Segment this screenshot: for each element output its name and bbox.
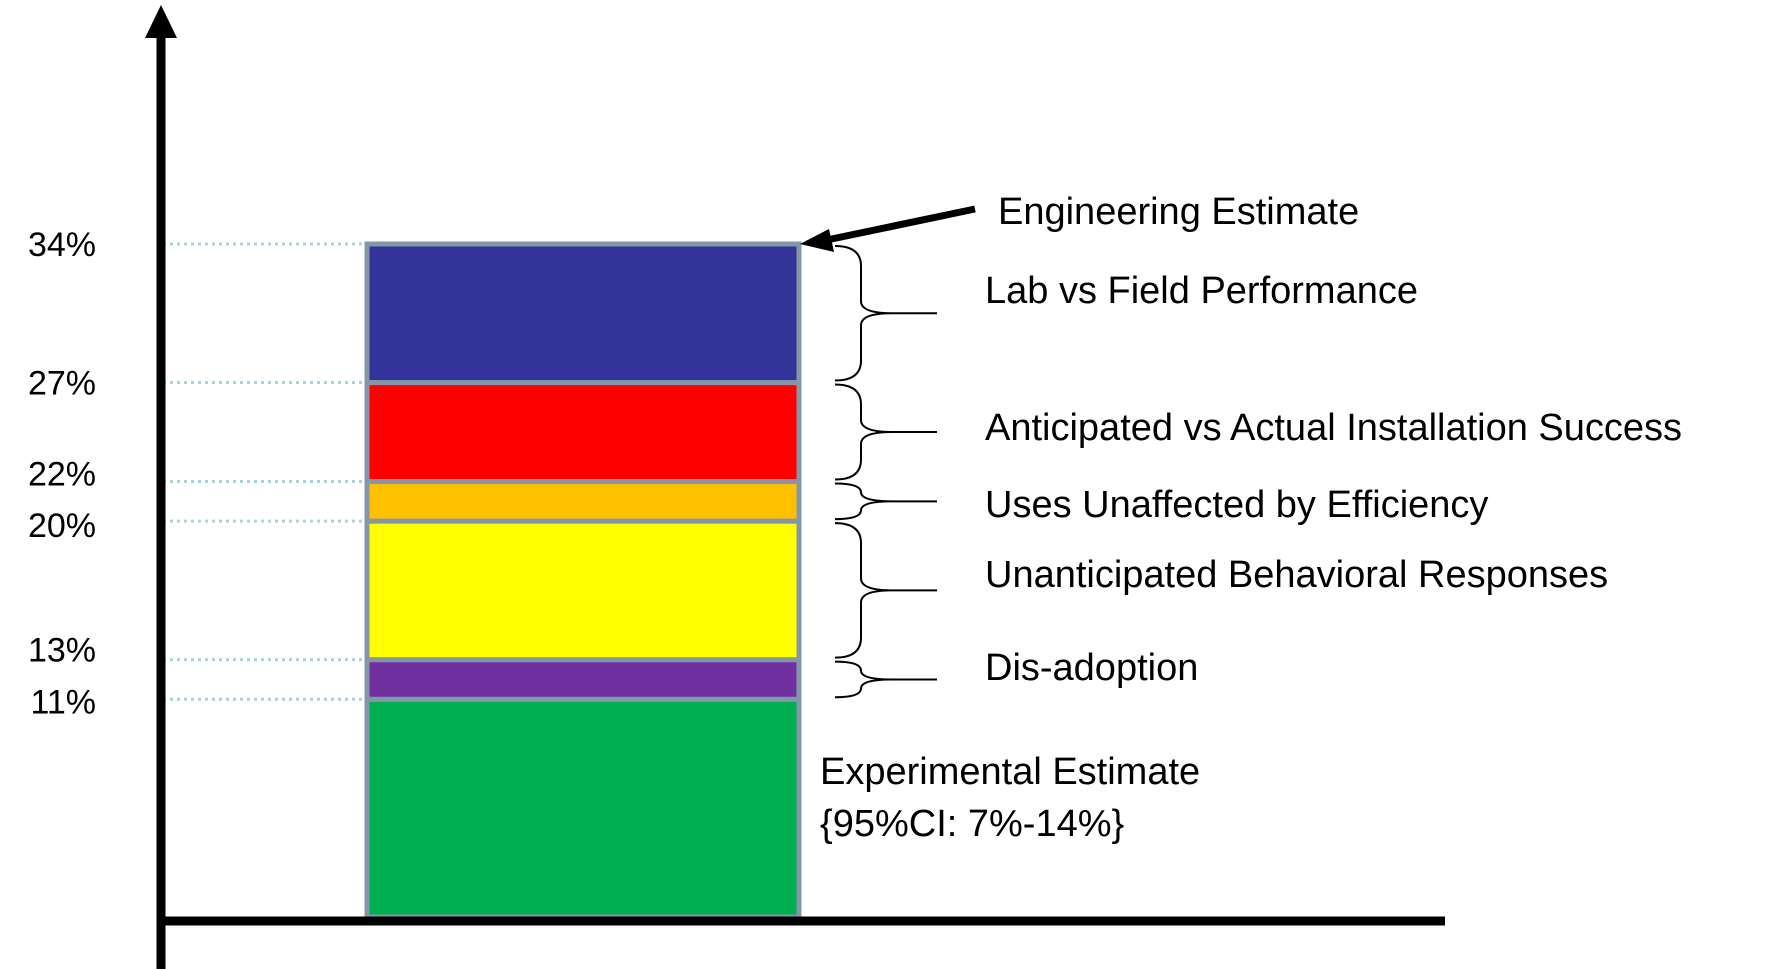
engineering-arrow-head <box>800 229 834 252</box>
bar-segment-uses-unaffected-by-efficiency <box>364 479 802 524</box>
y-tick-label-20: 20% <box>28 507 96 545</box>
segment-label-lab-vs-field-performance: Lab vs Field Performance <box>985 270 1418 312</box>
brace-unanticipated-behavioral-responses <box>834 522 937 659</box>
y-axis-arrowhead <box>145 5 177 38</box>
bar-segments <box>364 241 802 920</box>
segment-labels: Dis-adoption Unanticipated Behavioral Res… <box>985 270 1682 689</box>
brace-lab-vs-field-performance <box>834 245 937 382</box>
bar-segment-dis-adoption <box>364 657 802 702</box>
y-tick-label-13: 13% <box>28 632 96 670</box>
y-tick-label-11: 11% <box>30 683 96 721</box>
braces <box>834 245 937 699</box>
y-tick-label-34: 34% <box>28 226 96 264</box>
engineering-estimate-label: Engineering Estimate <box>998 191 1359 233</box>
brace-dis-adoption <box>834 660 937 699</box>
bar-segment-anticipated-vs-actual-installation-success <box>364 380 802 485</box>
experimental-estimate-label: Experimental Estimate <box>820 751 1200 793</box>
y-tick-labels: 34% 27% 22% 20% 13% 11% <box>28 226 96 721</box>
brace-uses-unaffected-by-efficiency <box>834 482 937 521</box>
guide-lines <box>163 242 367 701</box>
experimental-ci-label: {95%CI: 7%-14%} <box>820 803 1124 845</box>
bar-segment-lab-vs-field-performance <box>364 241 802 386</box>
segment-label-unanticipated-behavioral-responses: Unanticipated Behavioral Responses <box>985 554 1608 596</box>
bar-segment-unanticipated-behavioral-responses <box>364 518 802 663</box>
y-tick-label-22: 22% <box>28 456 96 494</box>
engineering-arrow-line <box>821 205 976 245</box>
segment-label-dis-adoption: Dis-adoption <box>985 647 1198 689</box>
segment-label-uses-unaffected-by-efficiency: Uses Unaffected by Efficiency <box>985 484 1488 526</box>
bar-segment-experimental-estimate <box>364 696 802 920</box>
brace-anticipated-vs-actual-installation-success <box>834 383 937 481</box>
y-tick-label-27: 27% <box>28 365 96 403</box>
segment-label-anticipated-vs-actual-installation-success: Anticipated vs Actual Installation Succe… <box>985 407 1682 449</box>
